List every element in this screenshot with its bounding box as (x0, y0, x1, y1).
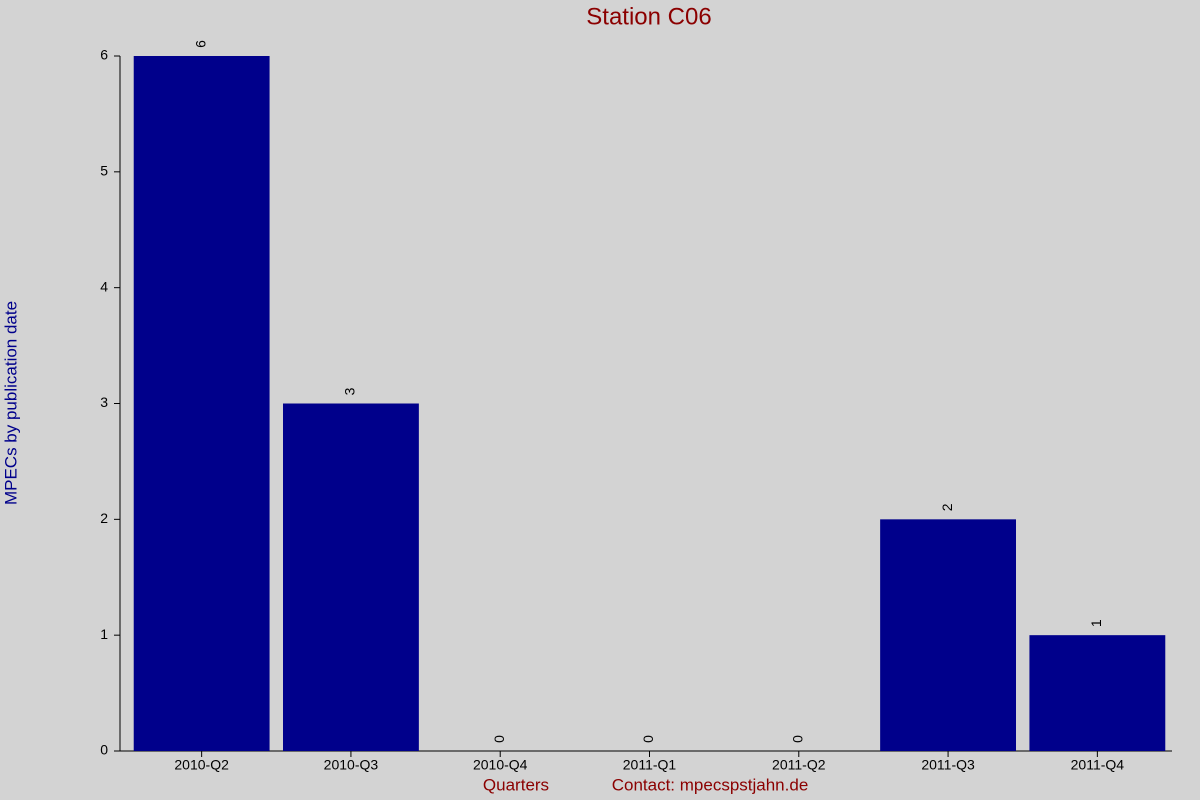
data-label: 3 (342, 387, 358, 395)
y-axis-label: MPECs by publication date (1, 301, 20, 505)
x-tick-label: 2010-Q3 (324, 757, 379, 773)
bar (880, 519, 1016, 751)
footer: Contact: mpecspstjahn.de (612, 775, 809, 794)
bar (133, 56, 270, 751)
y-tick-label: 1 (100, 626, 108, 642)
y-tick-label: 5 (100, 163, 108, 179)
y-tick-label: 0 (100, 742, 108, 758)
x-tick-label: 2011-Q2 (772, 757, 826, 773)
x-tick-label: 2011-Q3 (921, 757, 975, 773)
data-label: 6 (192, 40, 208, 48)
y-tick-label: 4 (100, 278, 108, 294)
y-tick-label: 6 (100, 47, 108, 63)
x-tick-label: 2011-Q4 (1071, 757, 1125, 773)
x-tick-label: 2010-Q2 (174, 757, 229, 773)
x-tick-label: 2010-Q4 (473, 757, 528, 773)
y-tick-label: 2 (100, 510, 108, 526)
chart-title: Station C06 (586, 3, 711, 30)
bar (283, 403, 419, 751)
data-label: 0 (789, 735, 805, 743)
data-label: 1 (1088, 619, 1104, 627)
data-label: 0 (640, 735, 656, 743)
data-label: 2 (939, 503, 955, 511)
data-label: 0 (491, 735, 507, 743)
bar (1029, 635, 1166, 751)
x-tick-label: 2011-Q1 (623, 757, 677, 773)
y-tick-label: 3 (100, 394, 108, 410)
x-axis-label: Quarters (483, 775, 549, 794)
